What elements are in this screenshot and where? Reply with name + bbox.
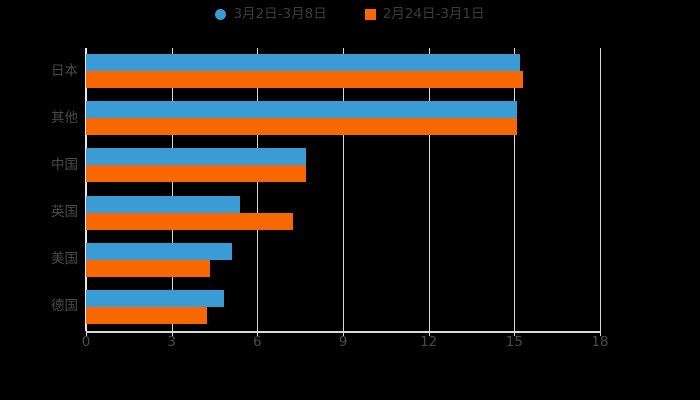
legend-label-series-2: 2月24日-3月1日 — [382, 6, 485, 22]
plot-area — [86, 48, 601, 331]
y-axis-line — [85, 48, 87, 331]
bar[interactable] — [86, 54, 521, 71]
gridline — [428, 48, 430, 331]
gridline — [514, 48, 516, 331]
bar[interactable] — [86, 195, 241, 213]
y-axis-tick-label: 日本 — [51, 62, 78, 79]
bar-group — [86, 237, 600, 284]
y-axis-tick-label: 中国 — [51, 156, 78, 173]
bar-group — [86, 95, 600, 142]
bar[interactable] — [86, 259, 211, 277]
x-axis-tick-label: 15 — [505, 334, 523, 350]
legend-label-series-1: 3月2日-3月8日 — [233, 6, 327, 22]
bar-group — [86, 190, 600, 237]
bar-group — [86, 48, 600, 95]
bar-group — [86, 142, 600, 189]
y-axis-tick-label: 英国 — [51, 204, 78, 221]
x-axis-tick — [428, 331, 430, 336]
x-axis-tick — [514, 331, 516, 336]
chart-legend: 3月2日-3月8日 2月24日-3月1日 — [0, 6, 700, 22]
x-axis-labels: 0 3 6 9 12 15 18 — [82, 334, 609, 356]
y-axis-labels: 日本 其他 中国 英国 美国 德国 — [0, 48, 78, 331]
bar[interactable] — [86, 71, 523, 88]
legend-item-series-1[interactable]: 3月2日-3月8日 — [215, 6, 327, 22]
x-axis-tick-label: 18 — [591, 334, 609, 350]
x-axis-tick — [86, 331, 87, 336]
gridline — [343, 48, 344, 331]
x-axis-tick-label: 9 — [338, 334, 348, 350]
legend-circle-marker-icon — [215, 9, 227, 21]
x-axis-tick — [257, 331, 259, 336]
bar[interactable] — [86, 212, 294, 230]
gridline — [600, 48, 601, 331]
bar[interactable] — [86, 289, 225, 307]
bar[interactable] — [86, 242, 232, 260]
x-axis-tick-label: 0 — [81, 334, 91, 350]
bar-group — [86, 284, 600, 331]
bar[interactable] — [86, 101, 518, 119]
legend-item-series-2[interactable]: 2月24日-3月1日 — [364, 6, 485, 22]
gridline — [257, 48, 259, 331]
x-axis-tick-label: 12 — [420, 334, 438, 350]
y-axis-tick-label: 其他 — [51, 109, 78, 126]
x-axis-tick-label: 3 — [167, 334, 176, 350]
y-axis-tick-label: 德国 — [51, 298, 78, 315]
bar[interactable] — [86, 148, 306, 166]
bar[interactable] — [86, 165, 306, 183]
x-axis-tick — [171, 331, 173, 336]
x-axis-tick-label: 6 — [253, 334, 262, 350]
bar[interactable] — [86, 306, 208, 324]
bar[interactable] — [86, 118, 518, 136]
x-axis-tick — [343, 331, 344, 336]
y-axis-tick-label: 美国 — [51, 251, 78, 268]
legend-square-marker-icon — [364, 9, 376, 21]
gridline — [171, 48, 173, 331]
x-axis-tick — [600, 331, 601, 336]
